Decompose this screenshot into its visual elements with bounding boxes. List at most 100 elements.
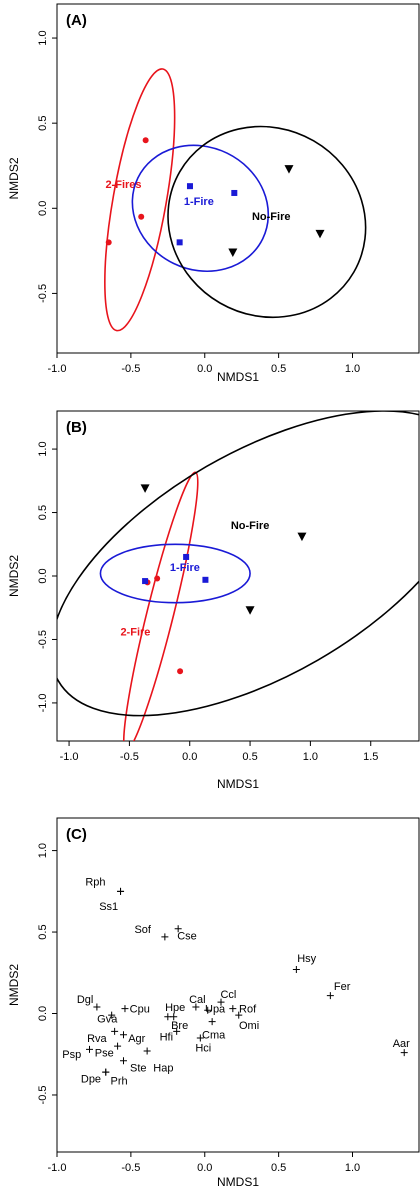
y-tick-label: 0.5 xyxy=(37,505,49,520)
species-label: Ste xyxy=(130,1062,147,1074)
ellipse-no-fire xyxy=(57,411,419,717)
point-2-fires xyxy=(142,137,149,144)
x-tick-label: -1.0 xyxy=(48,1162,67,1174)
species-point xyxy=(117,887,125,895)
species-label: Omi xyxy=(239,1020,259,1032)
species-label: Ccl xyxy=(220,989,236,1001)
panel-label: (C) xyxy=(66,826,87,843)
species-point xyxy=(93,1003,101,1011)
point-no-fire xyxy=(315,229,325,239)
species-label: Rva xyxy=(87,1033,107,1045)
point-1-fire xyxy=(183,553,190,560)
panel-c: -1.0 -0.5 0.0 0.5 1.0 -0.5 0.0 0.5 1.0 NMDS1 NMDS2… xyxy=(7,817,420,1189)
point-1-fire xyxy=(186,183,193,190)
panel-label: (A) xyxy=(66,12,87,29)
x-tick-label: -1.0 xyxy=(60,751,79,763)
point-2-fires xyxy=(138,213,145,220)
species-label: Hap xyxy=(153,1062,173,1074)
x-axis-label: NMDS1 xyxy=(217,777,259,791)
species-label: Fer xyxy=(334,981,351,993)
x-axis-label: NMDS1 xyxy=(217,1175,259,1189)
y-tick-label: 0.5 xyxy=(37,924,49,939)
species-point xyxy=(208,1018,216,1026)
species-label: Rph xyxy=(85,877,105,889)
y-tick-label: 0.0 xyxy=(37,1006,49,1021)
species-point xyxy=(196,1034,204,1042)
y-tick-label: -0.5 xyxy=(37,284,49,303)
point-2-fire xyxy=(177,668,184,675)
species-point xyxy=(86,1045,94,1053)
species-label: Pse xyxy=(95,1048,114,1060)
y-tick-label: -1.0 xyxy=(37,693,49,712)
species-point xyxy=(114,1042,122,1050)
x-tick-label: 0.0 xyxy=(182,751,197,763)
plot-area: 2-Fire 1-Fire No-Fire xyxy=(57,411,419,741)
species-point xyxy=(174,925,182,933)
x-tick-label: -0.5 xyxy=(121,1162,140,1174)
species-point xyxy=(108,1011,116,1019)
species-label: Psp xyxy=(62,1049,81,1061)
species-label: Gva xyxy=(97,1013,118,1025)
x-tick-label: 0.5 xyxy=(242,751,257,763)
species-label: Cse xyxy=(177,930,197,942)
point-2-fires xyxy=(105,239,112,246)
x-tick-label: 0.0 xyxy=(197,363,212,375)
species-point xyxy=(143,1047,151,1055)
species-label: Sof xyxy=(134,924,151,936)
point-1-fire xyxy=(202,576,209,583)
species-point xyxy=(119,1031,127,1039)
x-tick-label: 0.0 xyxy=(197,1162,212,1174)
point-no-fire xyxy=(140,484,150,493)
species-point xyxy=(192,1003,200,1011)
species-point xyxy=(235,1011,243,1019)
group-label-2-fire: 2-Fire xyxy=(120,627,150,639)
species-point xyxy=(400,1049,408,1057)
species-point xyxy=(102,1068,110,1076)
ellipse-1-fire xyxy=(99,543,251,604)
species-point xyxy=(170,1013,178,1021)
x-tick-label: 1.0 xyxy=(345,363,360,375)
species-point xyxy=(204,1006,212,1014)
point-1-fire xyxy=(176,239,183,246)
species-point xyxy=(292,966,300,974)
y-tick-label: -0.5 xyxy=(37,630,49,649)
x-tick-label: -1.0 xyxy=(48,363,67,375)
species-point xyxy=(326,992,334,1000)
y-axis-label: NMDS2 xyxy=(7,157,21,199)
plot-frame xyxy=(56,410,420,742)
species-label: Dgl xyxy=(77,994,94,1006)
ellipse-no-fire xyxy=(167,125,367,319)
species-label: Hfi xyxy=(160,1031,173,1043)
x-tick-label: 0.5 xyxy=(271,363,286,375)
y-tick-label: -0.5 xyxy=(37,1085,49,1104)
species-label: Dpe xyxy=(81,1074,101,1086)
point-1-fire xyxy=(142,578,149,585)
ellipse-2-fires xyxy=(104,68,176,332)
species-label: Rof xyxy=(239,1004,257,1016)
group-label-2-fires: 2-Fires xyxy=(105,179,141,191)
y-tick-label: 0.0 xyxy=(37,568,49,583)
ellipse-1-fire xyxy=(131,144,270,273)
point-no-fire xyxy=(297,532,307,542)
species-point xyxy=(164,1013,172,1021)
species-label: Hsy xyxy=(297,953,316,965)
species-point xyxy=(229,1005,237,1013)
group-label-1-fire: 1-Fire xyxy=(170,562,200,574)
x-axis-label: NMDS1 xyxy=(217,370,259,384)
panel-b: -1.0 -0.5 0.0 0.5 1.0 1.5 -1.0 -0.5 0.0 0.5 1.0 NMD… xyxy=(7,410,420,791)
species-point xyxy=(111,1027,119,1035)
species-label: Cal xyxy=(189,994,206,1006)
species-label: Hpe xyxy=(165,1002,185,1014)
x-tick-label: 0.5 xyxy=(271,1162,286,1174)
y-tick-label: 0.0 xyxy=(37,201,49,216)
y-axis-label: NMDS2 xyxy=(7,964,21,1006)
species-point xyxy=(161,933,169,941)
plot-area: 2-Fires 1-Fire No-Fire xyxy=(104,68,367,332)
species-label: Prh xyxy=(110,1075,127,1087)
x-tick-label: 1.0 xyxy=(303,751,318,763)
x-tick-label: 1.5 xyxy=(363,751,378,763)
species-point xyxy=(119,1057,127,1065)
y-tick-label: 0.5 xyxy=(37,116,49,131)
group-label-no-fire: No-Fire xyxy=(252,211,291,223)
